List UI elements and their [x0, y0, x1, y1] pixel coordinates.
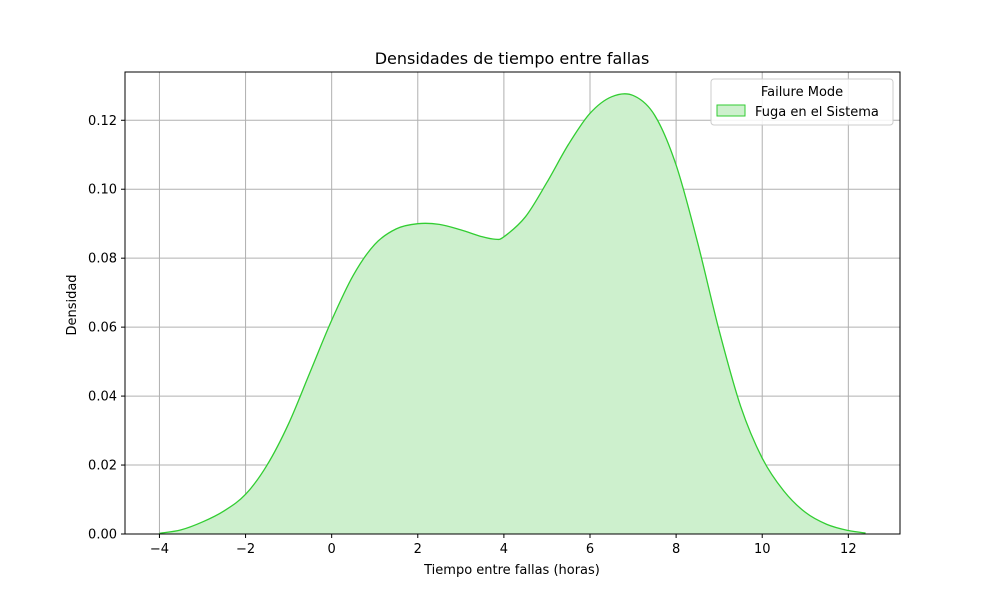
- x-tick-label: 2: [414, 542, 422, 557]
- y-ticks: 0.00 0.02 0.04 0.06 0.08 0.10 0.12: [88, 114, 125, 543]
- x-tick-label: −4: [150, 542, 169, 557]
- plot-frame: [124, 71, 901, 535]
- y-tick-label: 0.00: [88, 528, 117, 543]
- series-group: [159, 93, 866, 534]
- y-tick-label: 0.10: [88, 183, 117, 198]
- density-area-fill: [159, 93, 866, 534]
- x-tick-label: 4: [500, 542, 508, 557]
- y-axis-title: Densidad: [65, 274, 80, 335]
- x-tick-label: −2: [236, 542, 255, 557]
- legend: Failure Mode Fuga en el Sistema: [710, 78, 894, 126]
- y-tick-label: 0.06: [88, 321, 117, 336]
- x-tick-label: 10: [754, 542, 771, 557]
- density-curve-line: [159, 93, 866, 534]
- chart-title: Densidades de tiempo entre fallas: [375, 49, 650, 68]
- y-tick-label: 0.12: [88, 114, 117, 129]
- legend-box: [710, 78, 894, 126]
- x-tick-label: 6: [586, 542, 594, 557]
- legend-title: Failure Mode: [761, 85, 843, 100]
- x-tick-label: 12: [840, 542, 857, 557]
- y-tick-label: 0.04: [88, 390, 117, 405]
- legend-entry-label: Fuga en el Sistema: [755, 105, 879, 120]
- y-tick-label: 0.08: [88, 252, 117, 267]
- x-ticks: −4 −2 0 2 4 6 8 10 12: [150, 534, 857, 557]
- x-tick-label: 0: [328, 542, 336, 557]
- y-tick-label: 0.02: [88, 459, 117, 474]
- legend-swatch: [716, 104, 746, 117]
- x-axis-title: Tiempo entre fallas (horas): [423, 563, 600, 578]
- x-tick-label: 8: [672, 542, 680, 557]
